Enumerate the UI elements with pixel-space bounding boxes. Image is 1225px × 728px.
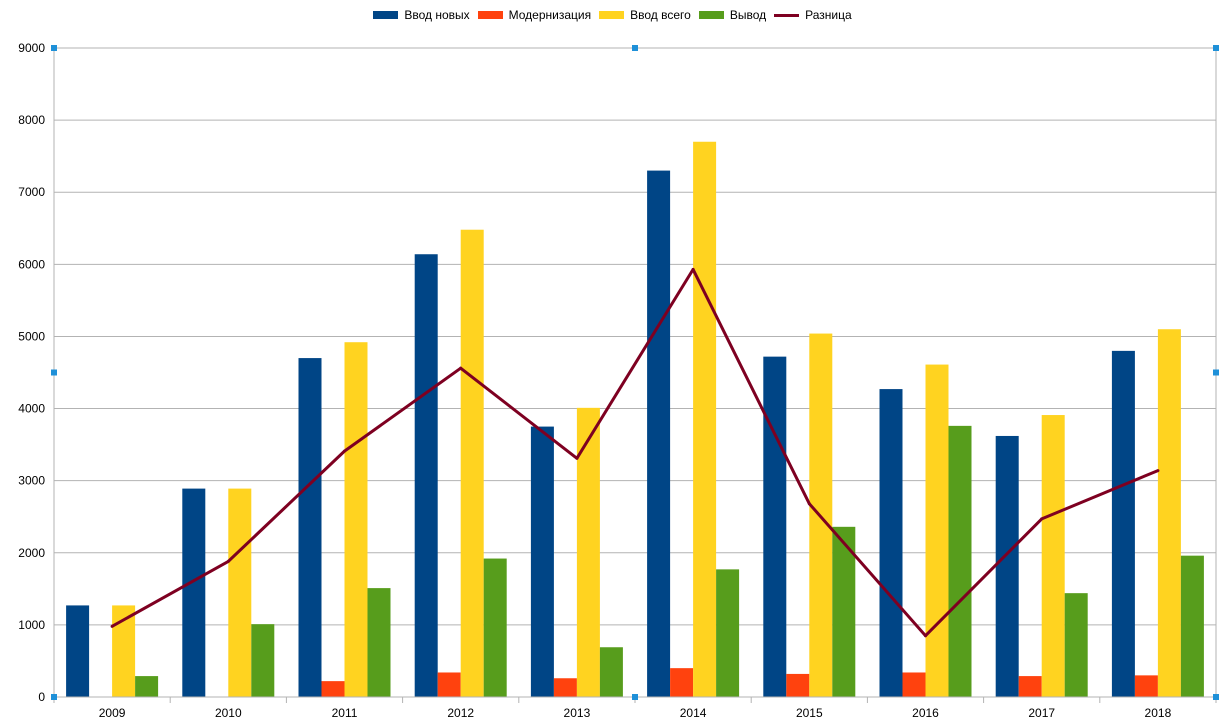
legend-label: Ввод новых — [404, 8, 470, 22]
legend-label: Разница — [805, 8, 852, 22]
bar — [925, 364, 949, 697]
bar — [437, 672, 461, 697]
y-tick-label: 2000 — [18, 546, 45, 560]
legend-swatch — [599, 11, 625, 19]
legend-swatch — [373, 11, 399, 19]
line-point — [343, 449, 346, 453]
legend-label: Ввод всего — [630, 8, 691, 22]
y-tick-label: 4000 — [18, 402, 45, 416]
legend-swatch — [698, 11, 724, 19]
y-tick-label: 5000 — [18, 329, 45, 343]
legend-item: Ввод всего — [599, 8, 691, 22]
y-tick-label: 3000 — [18, 474, 45, 488]
bar — [716, 569, 740, 697]
bar — [344, 342, 368, 697]
bar — [670, 668, 694, 697]
bar — [902, 672, 926, 697]
legend-item: Модернизация — [477, 8, 592, 22]
line-point — [459, 366, 463, 370]
bar — [1041, 415, 1065, 697]
legend: Ввод новых Модернизация Ввод всего Вывод Раз… — [0, 6, 1225, 24]
bar — [599, 647, 623, 697]
line-point — [575, 456, 579, 460]
selection-handle — [632, 45, 638, 51]
line-point — [807, 502, 811, 506]
legend-item: Разница — [774, 8, 852, 22]
selection-handle — [51, 369, 57, 376]
bar — [228, 488, 252, 697]
x-tick-label: 2009 — [99, 706, 126, 720]
bar — [1018, 676, 1042, 697]
bar — [693, 141, 717, 697]
selection-handle — [1213, 694, 1219, 700]
selection-handle — [1213, 45, 1219, 51]
series-line — [111, 267, 1159, 638]
line-point — [691, 267, 695, 271]
x-tick-label: 2012 — [447, 706, 474, 720]
bar — [948, 425, 972, 697]
selection-handle — [51, 694, 57, 700]
bar — [553, 678, 577, 697]
bar — [251, 624, 275, 697]
x-tick-label: 2013 — [564, 706, 591, 720]
selection-handle — [51, 45, 57, 51]
line-point — [1040, 517, 1044, 521]
selection-handle — [1213, 369, 1219, 376]
bar — [1157, 329, 1181, 697]
y-tick-label: 7000 — [18, 185, 45, 199]
bar — [1180, 555, 1204, 697]
bar — [367, 588, 391, 697]
x-tick-label: 2015 — [796, 706, 823, 720]
bar — [530, 426, 554, 697]
bar — [66, 605, 90, 697]
legend-label: Вывод — [729, 8, 767, 22]
x-tick-label: 2018 — [1145, 706, 1172, 720]
bar — [786, 673, 810, 697]
bar — [763, 356, 787, 697]
bar — [1111, 350, 1135, 697]
line-point — [924, 634, 927, 638]
bar — [879, 389, 903, 697]
y-tick-label: 8000 — [18, 113, 45, 127]
bar — [298, 358, 322, 697]
legend-item: Вывод — [698, 8, 767, 22]
selection-handle — [632, 694, 638, 700]
bar — [414, 254, 438, 697]
x-tick-label: 2014 — [680, 706, 707, 720]
bar — [483, 558, 507, 697]
bar — [1134, 675, 1158, 697]
legend-swatch — [774, 13, 800, 17]
line-point — [110, 624, 114, 628]
bar — [182, 488, 206, 697]
y-tick-label: 9000 — [18, 41, 45, 55]
x-tick-label: 2016 — [912, 706, 939, 720]
bar — [1064, 593, 1088, 697]
bar — [460, 229, 484, 697]
y-tick-label: 0 — [38, 690, 45, 704]
line-point — [1156, 469, 1160, 473]
y-tick-label: 6000 — [18, 257, 45, 271]
bar — [832, 526, 856, 697]
x-tick-label: 2010 — [215, 706, 242, 720]
y-tick-label: 1000 — [18, 618, 45, 632]
legend-item: Ввод новых — [373, 8, 470, 22]
bar — [995, 435, 1019, 697]
bar — [112, 605, 136, 697]
x-tick-label: 2017 — [1028, 706, 1055, 720]
bar — [576, 407, 600, 697]
x-tick-label: 2011 — [332, 706, 358, 720]
line-point — [226, 559, 230, 563]
bar — [647, 170, 671, 698]
legend-label: Модернизация — [508, 8, 592, 22]
legend-swatch — [477, 11, 503, 19]
bar — [321, 681, 345, 697]
bar — [135, 676, 159, 697]
